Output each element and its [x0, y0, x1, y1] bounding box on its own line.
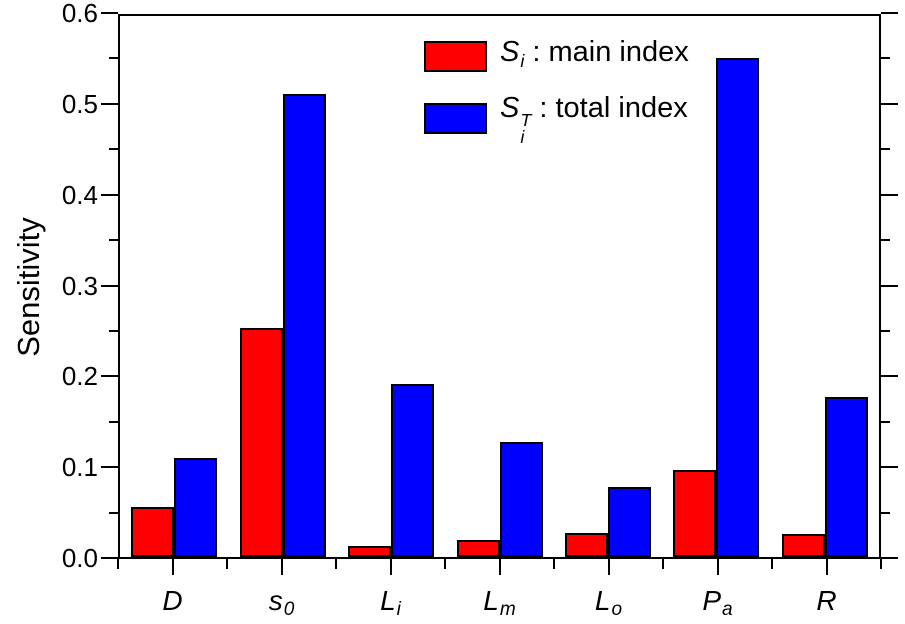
legend-swatch-total-index	[424, 102, 487, 134]
y-axis-tick-left	[109, 57, 118, 60]
y-axis-tick-left	[109, 148, 118, 151]
x-axis-tick-major	[825, 559, 828, 575]
y-axis-tick-left	[101, 284, 118, 287]
y-axis-tick-left	[101, 466, 118, 469]
y-axis-tick-left	[109, 511, 118, 514]
x-axis-tick-minor	[226, 559, 228, 569]
y-axis-tick-left	[101, 12, 118, 14]
x-tick-label: Lm	[483, 585, 516, 620]
plot-area	[118, 14, 881, 559]
x-axis-tick-minor	[771, 559, 773, 569]
y-axis-tick-right	[881, 375, 898, 378]
x-tick-label: s0	[268, 585, 295, 620]
bar-total-index-Lo	[608, 487, 651, 557]
y-axis-tick-right	[881, 511, 890, 514]
bar-total-index-Lm	[500, 442, 543, 557]
y-axis-tick-right	[881, 57, 890, 60]
bar-main-index-Pa	[673, 470, 716, 557]
legend-swatch-main-index	[424, 41, 487, 73]
y-tick-label: 0.1	[61, 452, 98, 483]
bar-total-index-s0	[283, 94, 326, 557]
y-axis-tick-right	[881, 329, 890, 332]
bar-main-index-Lo	[565, 533, 608, 557]
y-axis-tick-left	[109, 420, 118, 423]
bar-total-index-Pa	[716, 58, 759, 557]
y-tick-label: 0.6	[61, 0, 98, 28]
y-axis-tick-left	[101, 375, 118, 378]
x-axis-tick-minor	[335, 559, 337, 569]
y-axis-tick-right	[881, 12, 898, 14]
x-tick-label: Pa	[702, 585, 733, 620]
y-axis-tick-right	[881, 102, 898, 105]
bar-main-index-Li	[348, 546, 391, 557]
x-axis-tick-major	[716, 559, 719, 575]
y-axis-tick-right	[881, 557, 898, 559]
x-tick-label: R	[816, 585, 837, 616]
x-tick-label: Li	[380, 585, 401, 620]
x-axis-tick-minor	[553, 559, 555, 569]
y-tick-label: 0.0	[61, 543, 98, 573]
y-axis-tick-right	[881, 193, 898, 196]
x-axis-tick-major	[498, 559, 501, 575]
bar-main-index-R	[782, 534, 825, 557]
x-axis-tick-major	[171, 559, 174, 575]
y-tick-label: 0.5	[61, 88, 98, 119]
x-axis-tick-major	[389, 559, 392, 575]
y-axis-tick-left	[109, 329, 118, 332]
y-axis-tick-right	[881, 420, 890, 423]
bar-total-index-Li	[391, 384, 434, 557]
y-axis-tick-right	[881, 284, 898, 287]
y-axis-tick-right	[881, 239, 890, 242]
bar-main-index-Lm	[457, 540, 500, 557]
y-axis-tick-left	[101, 557, 118, 559]
bar-total-index-D	[174, 458, 217, 557]
x-axis-tick-major	[607, 559, 610, 575]
y-axis-tick-left	[101, 102, 118, 105]
x-tick-label: Lo	[594, 585, 623, 620]
bar-total-index-R	[825, 397, 868, 557]
x-axis-tick-minor	[444, 559, 446, 569]
x-axis-tick-minor	[117, 559, 119, 569]
y-axis-tick-left	[101, 193, 118, 196]
bar-main-index-D	[131, 507, 174, 557]
y-tick-label: 0.2	[61, 361, 98, 392]
x-axis-tick-minor	[880, 559, 882, 569]
x-tick-label: D	[162, 585, 183, 616]
legend-row-main-index: Si : main index	[424, 35, 689, 78]
y-tick-label: 0.3	[61, 270, 98, 301]
y-tick-label: 0.4	[61, 179, 98, 210]
x-axis-tick-minor	[662, 559, 664, 569]
y-axis-tick-right	[881, 466, 898, 469]
y-axis-tick-left	[109, 239, 118, 242]
legend-label-main-index: Si : main index	[500, 36, 689, 72]
bar-main-index-s0	[240, 328, 283, 557]
y-axis-tick-right	[881, 148, 890, 151]
x-axis-tick-major	[280, 559, 283, 575]
